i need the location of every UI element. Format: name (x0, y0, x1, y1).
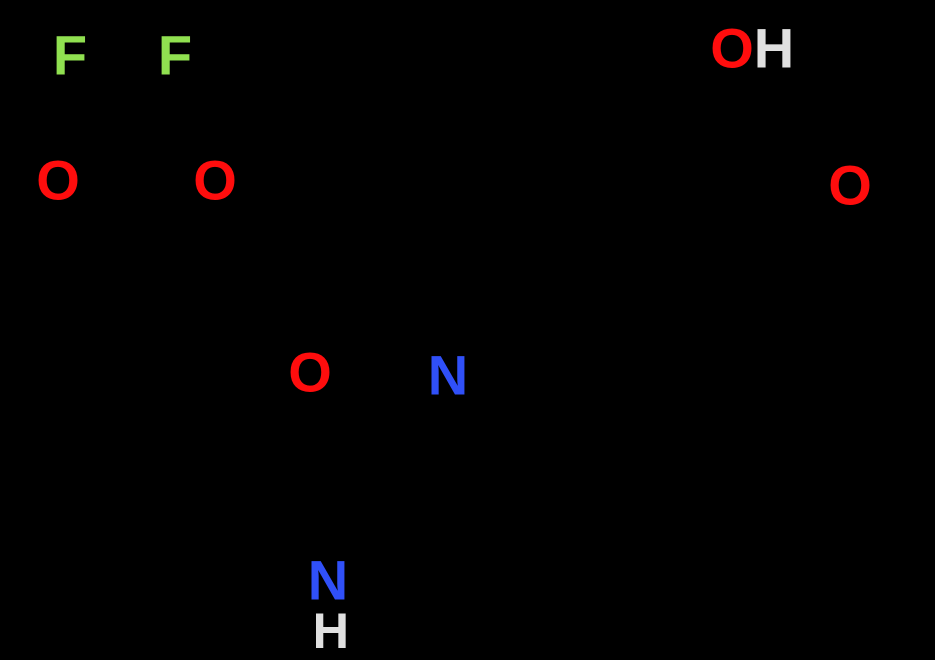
atom-O: O (828, 154, 872, 217)
bond (545, 452, 670, 470)
bond (337, 468, 370, 556)
atom-O: O (193, 149, 237, 212)
bond (80, 135, 125, 166)
bond (353, 553, 460, 575)
bond (744, 71, 773, 129)
bond (570, 565, 688, 582)
atoms-layer: FFOOONHNOOH (27, 17, 881, 659)
atom-H: H (313, 602, 349, 659)
atom-H: H (754, 17, 794, 80)
bond (688, 200, 785, 255)
bond (553, 185, 688, 200)
bond (688, 129, 773, 200)
bond (85, 76, 125, 135)
atom-N: N (428, 344, 468, 407)
bond (553, 185, 555, 320)
bond (460, 452, 545, 553)
bond (324, 394, 370, 468)
bond (125, 135, 192, 168)
atom-O: O (710, 17, 754, 80)
bond (471, 320, 555, 363)
atom-O: O (288, 341, 332, 404)
atom-O: O (36, 149, 80, 212)
bond (670, 470, 788, 495)
bond (125, 77, 161, 135)
bond (688, 495, 788, 582)
atom-F: F (158, 24, 192, 87)
molecule-diagram: FFOOONHNOOH (0, 0, 935, 660)
bond (460, 553, 570, 565)
atom-F: F (53, 24, 87, 87)
bond (670, 340, 688, 470)
bond (172, 400, 215, 507)
bond (688, 255, 785, 340)
bond (468, 391, 545, 452)
bonds-layer (46, 71, 829, 582)
bond (555, 320, 688, 340)
